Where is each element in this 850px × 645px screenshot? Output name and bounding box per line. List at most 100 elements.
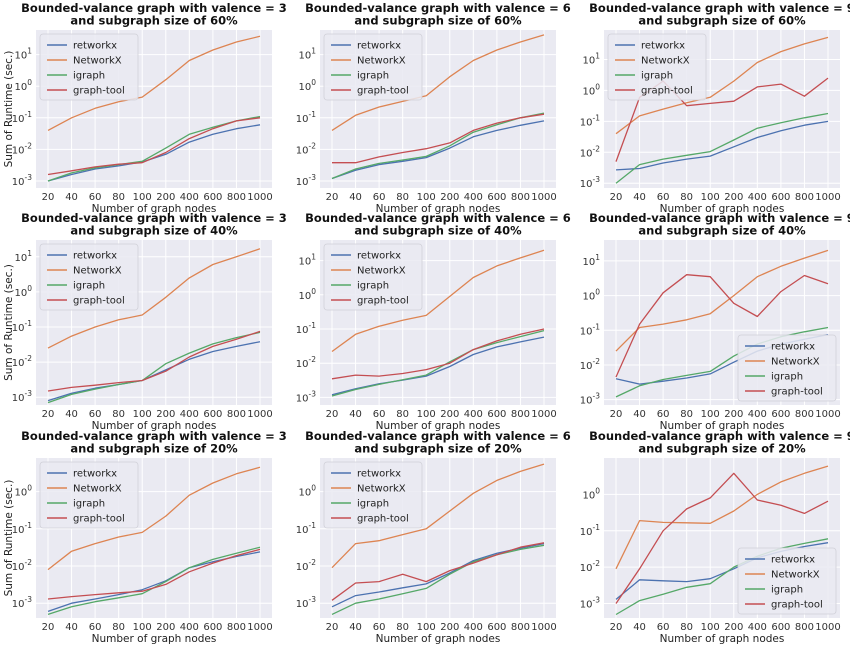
y-tick-label: 101 [582, 52, 600, 67]
series-line-graph-tool [47, 117, 261, 176]
x-tick-label: 1000 [247, 409, 272, 420]
y-tick-label: 100 [582, 486, 600, 501]
legend: retworkx NetworkX igraph graph-tool [39, 243, 139, 311]
chart-title-line-1: Bounded-valance graph with valence = 9 [589, 211, 850, 225]
x-tick-label: 400 [180, 192, 199, 203]
x-tick-label: 40 [65, 192, 78, 203]
series-line-igraph [615, 112, 829, 184]
x-tick-label: 40 [65, 409, 78, 420]
x-tick-label: 100 [701, 409, 720, 420]
series-line-igraph [47, 331, 261, 404]
x-tick-label: 40 [349, 409, 362, 420]
series-line-graph-tool [331, 542, 545, 601]
x-axis-label: Number of graph nodes [660, 203, 785, 215]
x-tick-label: 1000 [815, 192, 840, 203]
x-tick-label: 600 [203, 409, 222, 420]
x-tick-label: 60 [89, 409, 102, 420]
x-tick-label: 1000 [531, 409, 556, 420]
series-line-graph-tool [331, 328, 545, 380]
y-tick-label: 10-2 [12, 354, 32, 369]
legend-label: graph-tool [357, 296, 409, 307]
y-tick-label: 10-2 [296, 355, 316, 370]
y-tick-label: 10-2 [296, 141, 316, 156]
y-tick-label: 10-3 [580, 596, 600, 611]
legend-box [39, 33, 139, 101]
x-tick-label: 60 [657, 622, 670, 633]
x-axis-label: Number of graph nodes [660, 420, 785, 432]
legend-label: igraph [771, 585, 803, 596]
series-line-igraph [331, 112, 545, 180]
series-line-NetworkX [615, 249, 829, 352]
x-axis-label: Number of graph nodes [660, 633, 785, 645]
chart-title-line-2: and subgraph size of 20% [70, 442, 238, 456]
x-tick-label: 400 [464, 622, 483, 633]
chart-title-line-1: Bounded-valance graph with valence = 6 [305, 1, 571, 15]
series-line-graph-tool [47, 548, 261, 600]
y-tick-label: 101 [298, 253, 316, 268]
x-tick-label: 20 [42, 622, 55, 633]
x-tick-label: 100 [417, 409, 436, 420]
y-tick-label: 101 [14, 249, 32, 264]
series-line-igraph [331, 329, 545, 397]
x-axis-label: Number of graph nodes [376, 203, 501, 215]
chart-title-line-1: Bounded-valance graph with valence = 6 [305, 429, 571, 443]
x-tick-label: 800 [511, 192, 530, 203]
x-tick-label: 80 [396, 192, 409, 203]
x-tick-label: 100 [417, 622, 436, 633]
x-tick-label: 60 [657, 192, 670, 203]
y-tick-label: 101 [14, 47, 32, 62]
x-tick-label: 40 [349, 622, 362, 633]
x-tick-label: 40 [65, 622, 78, 633]
legend-label: retworkx [357, 251, 401, 262]
legend: retworkx NetworkX igraph graph-tool [607, 33, 707, 101]
chart-title-line-1: Bounded-valance graph with valence = 3 [21, 1, 287, 15]
series-line-retworkx [331, 120, 545, 180]
x-tick-label: 400 [464, 409, 483, 420]
x-tick-label: 800 [795, 622, 814, 633]
legend-label: graph-tool [73, 86, 125, 97]
series-line-graph-tool [332, 113, 545, 164]
legend-label: retworkx [73, 469, 117, 480]
legend-box [323, 461, 423, 529]
x-tick-label: 80 [112, 192, 125, 203]
y-tick-label: 10-3 [12, 173, 32, 188]
x-tick-label: 400 [748, 622, 767, 633]
legend: retworkx NetworkX igraph graph-tool [323, 461, 423, 529]
series-line-igraph [47, 115, 261, 182]
chart-title-line-2: and subgraph size of 60% [70, 14, 238, 28]
y-tick-label: 100 [14, 484, 32, 499]
legend-label: NetworkX [357, 484, 406, 495]
x-tick-label: 80 [396, 409, 409, 420]
x-tick-label: 400 [464, 192, 483, 203]
y-tick-label: 10-2 [580, 144, 600, 159]
legend-label: NetworkX [771, 570, 820, 581]
x-tick-label: 60 [373, 192, 386, 203]
x-tick-label: 80 [680, 622, 693, 633]
x-tick-label: 100 [701, 622, 720, 633]
series-line-igraph [615, 538, 829, 616]
y-tick-label: 10-3 [12, 389, 32, 404]
x-tick-label: 800 [795, 192, 814, 203]
y-tick-label: 10-3 [580, 392, 600, 407]
legend-label: igraph [357, 281, 389, 292]
legend-label: igraph [771, 372, 803, 383]
chart-title-line-1: Bounded-valance graph with valence = 3 [21, 211, 287, 225]
legend: retworkx NetworkX igraph graph-tool [323, 33, 423, 101]
series-line-igraph [615, 326, 829, 398]
x-tick-label: 20 [42, 409, 55, 420]
chart-panel-1: Bounded-valance graph with valence = 3an… [3, 1, 287, 215]
chart-title-line-1: Bounded-valance graph with valence = 9 [589, 429, 850, 443]
chart-panel-9: Bounded-valance graph with valence = 9an… [580, 429, 850, 645]
y-axis-label: Sum of Runtime (sec.) [3, 51, 15, 168]
legend-label: retworkx [73, 41, 117, 52]
x-tick-label: 20 [326, 192, 339, 203]
legend-label: igraph [73, 499, 105, 510]
y-tick-label: 10-1 [580, 322, 600, 337]
legend-box [607, 33, 707, 101]
x-axis-label: Number of graph nodes [92, 633, 217, 645]
x-tick-label: 200 [440, 622, 459, 633]
y-tick-label: 10-3 [12, 595, 32, 610]
x-tick-label: 400 [748, 192, 767, 203]
series-line-retworkx [615, 120, 829, 171]
x-tick-label: 800 [511, 409, 530, 420]
